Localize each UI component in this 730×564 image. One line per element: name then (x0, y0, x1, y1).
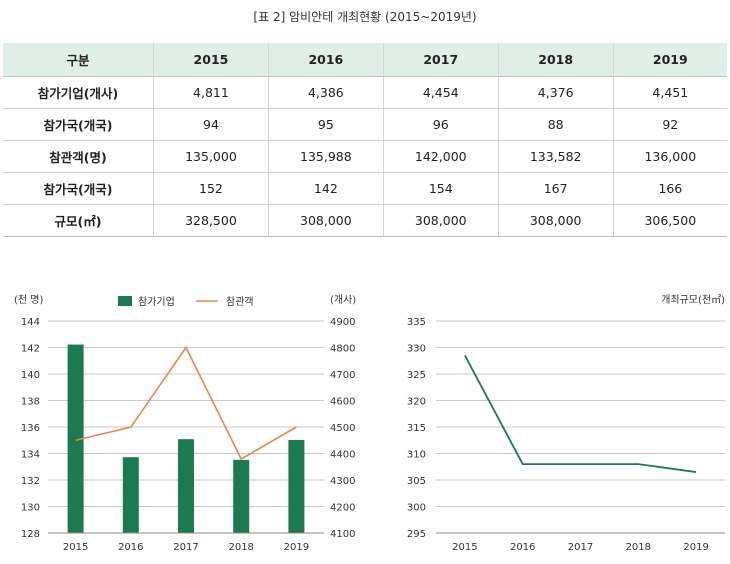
table-cell: 154 (383, 173, 498, 205)
table-cell: 4,376 (498, 77, 613, 109)
table-cell: 308,000 (498, 205, 613, 237)
venue-area-chart: 295 300 305 310 315 320 325 330 335 개최규모(천㎡) 2015 2… (380, 288, 730, 558)
y-tick-label: 310 (407, 450, 426, 461)
y2-tick-label: 4200 (330, 503, 355, 514)
table-cell: 92 (613, 109, 727, 141)
y-tick-label: 128 (21, 529, 40, 540)
table-row: 참가국(개국) 152 142 154 167 166 (3, 173, 727, 205)
header-year: 2016 (268, 43, 383, 77)
y2-tick-label: 4800 (330, 344, 355, 355)
y2-tick-label: 4600 (330, 397, 355, 408)
bar (178, 439, 194, 533)
row-label: 참관객(명) (3, 141, 154, 173)
y-tick-label: 315 (407, 423, 426, 434)
table-cell: 142 (268, 173, 383, 205)
bar (123, 457, 139, 533)
row-label: 참가국(개국) (3, 109, 154, 141)
y-tick-label: 144 (21, 317, 40, 328)
bar (288, 440, 304, 533)
table-caption: [표 2] 암비안테 개최현황 (2015~2019년) (0, 8, 730, 25)
y-tick-label: 134 (21, 450, 40, 461)
table-cell: 142,000 (383, 141, 498, 173)
y-axis-label: (천 명) (14, 294, 43, 306)
row-label: 참가국(개국) (3, 173, 154, 205)
legend-label: 참관객 (226, 296, 254, 308)
y-tick-label: 305 (407, 476, 426, 487)
table-cell: 88 (498, 109, 613, 141)
table-cell: 4,386 (268, 77, 383, 109)
x-tick-label: 2018 (626, 542, 651, 553)
y2-tick-label: 4900 (330, 317, 355, 328)
table-cell: 96 (383, 109, 498, 141)
header-year: 2018 (498, 43, 613, 77)
table-cell: 328,500 (154, 205, 269, 237)
row-label: 참가기업(개사) (3, 77, 154, 109)
x-tick-label: 2019 (683, 542, 708, 553)
table-cell: 308,000 (383, 205, 498, 237)
y-tick-label: 300 (407, 503, 426, 514)
legend-bar-swatch (118, 296, 132, 306)
header-year: 2019 (613, 43, 727, 77)
table-cell: 95 (268, 109, 383, 141)
x-tick-label: 2019 (284, 542, 309, 553)
table-header-row: 구분 2015 2016 2017 2018 2019 (3, 43, 727, 77)
y2-axis-label: (개사) (330, 294, 356, 306)
table-cell: 167 (498, 173, 613, 205)
table-cell: 308,000 (268, 205, 383, 237)
y2-tick-label: 4100 (330, 529, 355, 540)
table-cell: 136,000 (613, 141, 727, 173)
bar (233, 460, 249, 533)
table-row: 규모(㎡) 328,500 308,000 308,000 308,000 30… (3, 205, 727, 237)
y-tick-label: 325 (407, 370, 426, 381)
table-cell: 4,451 (613, 77, 727, 109)
y-tick-label: 132 (21, 476, 40, 487)
y-tick-label: 330 (407, 344, 426, 355)
table-cell: 133,582 (498, 141, 613, 173)
header-year: 2015 (154, 43, 269, 77)
y-tick-label: 130 (21, 503, 40, 514)
y2-tick-label: 4500 (330, 423, 355, 434)
y-tick-label: 295 (407, 529, 426, 540)
header-year: 2017 (383, 43, 498, 77)
table-row: 참가기업(개사) 4,811 4,386 4,454 4,376 4,451 (3, 77, 727, 109)
table-cell: 166 (613, 173, 727, 205)
table-cell: 152 (154, 173, 269, 205)
table-cell: 135,988 (268, 141, 383, 173)
y-axis-label: 개최규모(천㎡) (661, 294, 725, 306)
header-label: 구분 (3, 43, 154, 77)
series-line-area (465, 355, 696, 472)
x-tick-label: 2015 (452, 542, 477, 553)
y2-tick-label: 4400 (330, 450, 355, 461)
y2-tick-label: 4700 (330, 370, 355, 381)
x-tick-label: 2017 (173, 542, 198, 553)
event-summary-table: 구분 2015 2016 2017 2018 2019 참가기업(개사) 4,8… (3, 43, 727, 237)
table-cell: 135,000 (154, 141, 269, 173)
y-tick-label: 138 (21, 397, 40, 408)
row-label: 규모(㎡) (3, 205, 154, 237)
y-tick-label: 335 (407, 317, 426, 328)
table-cell: 4,454 (383, 77, 498, 109)
y2-tick-label: 4300 (330, 476, 355, 487)
table-row: 참가국(개국) 94 95 96 88 92 (3, 109, 727, 141)
legend-label: 참가기업 (138, 295, 175, 308)
table-row: 참관객(명) 135,000 135,988 142,000 133,582 1… (3, 141, 727, 173)
x-tick-label: 2017 (568, 542, 593, 553)
table-cell: 4,811 (154, 77, 269, 109)
y-tick-label: 136 (21, 423, 40, 434)
y-tick-label: 320 (407, 397, 426, 408)
x-tick-label: 2015 (63, 542, 88, 553)
y-tick-label: 142 (21, 344, 40, 355)
y-tick-label: 140 (21, 370, 40, 381)
x-tick-label: 2016 (118, 542, 143, 553)
table-cell: 94 (154, 109, 269, 141)
table-cell: 306,500 (613, 205, 727, 237)
x-tick-label: 2018 (228, 542, 253, 553)
participants-visitors-chart: 128 130 132 134 136 138 140 142 144 4100 4200 4300 4… (0, 288, 380, 558)
x-tick-label: 2016 (510, 542, 535, 553)
